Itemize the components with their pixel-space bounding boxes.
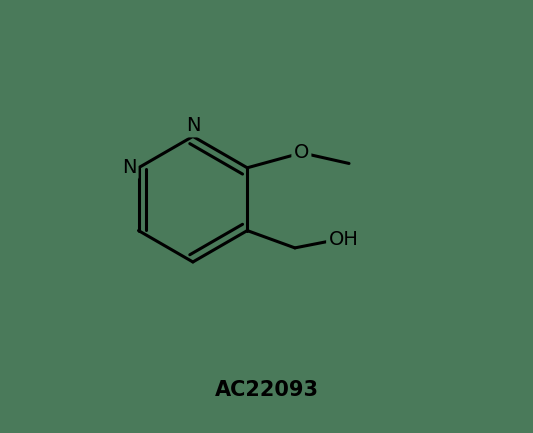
Text: N: N bbox=[122, 158, 136, 177]
Text: N: N bbox=[185, 116, 200, 135]
Text: O: O bbox=[294, 143, 309, 162]
Text: AC22093: AC22093 bbox=[214, 380, 319, 400]
Text: OH: OH bbox=[328, 230, 358, 249]
